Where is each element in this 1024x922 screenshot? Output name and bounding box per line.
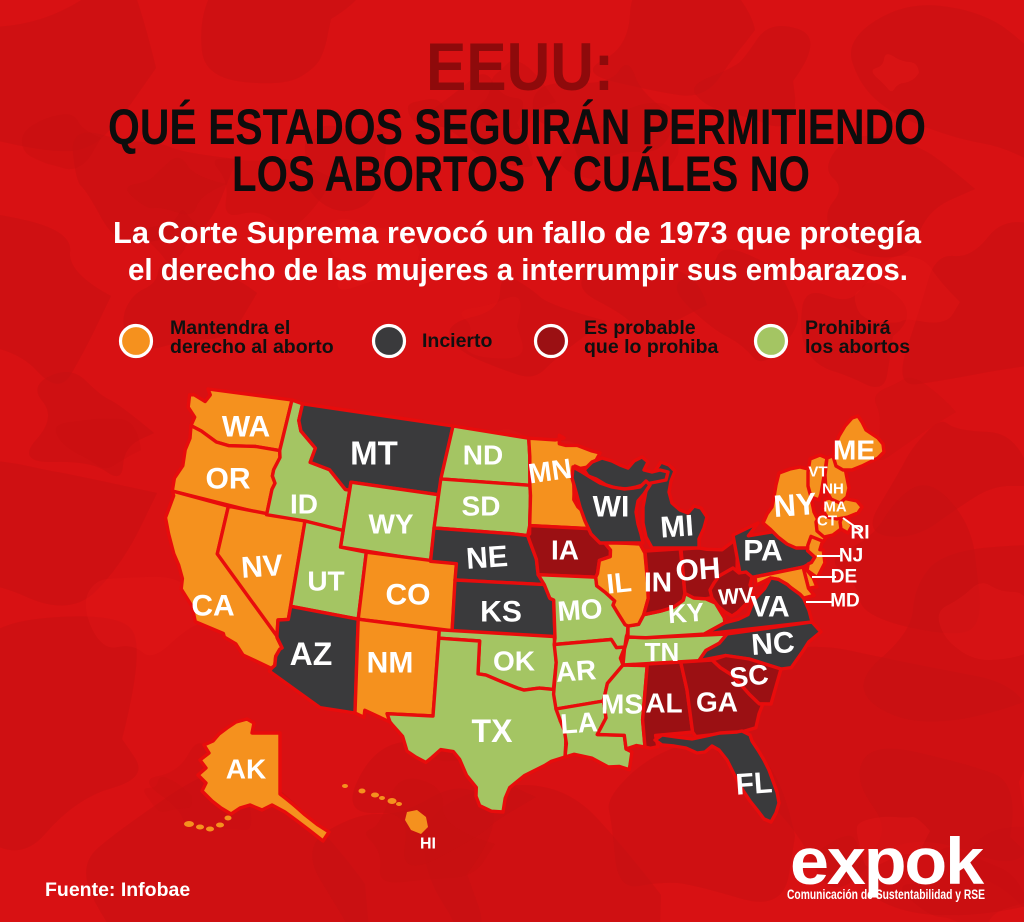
svg-text:WA: WA bbox=[222, 411, 270, 444]
svg-text:MD: MD bbox=[830, 591, 860, 612]
svg-text:derecho al aborto: derecho al aborto bbox=[170, 336, 334, 358]
svg-text:el derecho de las mujeres a in: el derecho de las mujeres a interrumpir … bbox=[128, 252, 908, 287]
svg-text:CT: CT bbox=[817, 513, 837, 530]
svg-text:NM: NM bbox=[367, 647, 414, 680]
svg-text:La Corte Suprema revocó un fal: La Corte Suprema revocó un fallo de 1973… bbox=[113, 215, 922, 250]
svg-text:QUÉ ESTADOS SEGUIRÁN PERMITIEN: QUÉ ESTADOS SEGUIRÁN PERMITIENDO bbox=[108, 99, 926, 155]
svg-text:MN: MN bbox=[526, 453, 573, 490]
svg-text:Incierto: Incierto bbox=[422, 330, 493, 352]
svg-text:AR: AR bbox=[555, 654, 598, 688]
svg-text:ID: ID bbox=[290, 489, 318, 520]
svg-text:AZ: AZ bbox=[290, 636, 333, 672]
svg-text:ME: ME bbox=[833, 435, 875, 466]
svg-text:MS: MS bbox=[601, 689, 643, 720]
svg-text:LOS ABORTOS Y CUÁLES NO: LOS ABORTOS Y CUÁLES NO bbox=[232, 146, 810, 202]
svg-text:OR: OR bbox=[206, 463, 251, 496]
svg-text:expok: expok bbox=[790, 824, 984, 898]
svg-text:OH: OH bbox=[674, 552, 721, 588]
svg-text:KS: KS bbox=[480, 596, 522, 629]
svg-text:NE: NE bbox=[465, 540, 509, 576]
svg-text:NC: NC bbox=[750, 626, 796, 662]
svg-text:CA: CA bbox=[191, 590, 234, 623]
svg-text:Prohibirá: Prohibirá bbox=[805, 317, 891, 339]
svg-text:WY: WY bbox=[368, 509, 413, 540]
svg-text:NY: NY bbox=[772, 486, 818, 524]
svg-text:AL: AL bbox=[645, 688, 682, 719]
svg-text:IL: IL bbox=[605, 566, 633, 599]
svg-text:RI: RI bbox=[851, 523, 870, 544]
svg-text:FL: FL bbox=[735, 766, 774, 801]
svg-text:AK: AK bbox=[226, 754, 266, 785]
svg-text:que lo prohiba: que lo prohiba bbox=[584, 336, 718, 358]
svg-text:Mantendra el: Mantendra el bbox=[170, 317, 290, 339]
svg-text:CO: CO bbox=[386, 579, 431, 612]
svg-text:PA: PA bbox=[743, 535, 782, 568]
svg-text:DE: DE bbox=[831, 567, 857, 588]
svg-text:EEUU:: EEUU: bbox=[426, 29, 614, 105]
svg-text:MA: MA bbox=[823, 499, 846, 516]
svg-text:NV: NV bbox=[240, 549, 284, 585]
svg-text:Fuente: Infobae: Fuente: Infobae bbox=[45, 879, 190, 901]
svg-text:WI: WI bbox=[593, 491, 630, 524]
svg-text:VA: VA bbox=[750, 591, 789, 624]
svg-text:Es probable: Es probable bbox=[584, 317, 696, 339]
svg-text:KY: KY bbox=[667, 597, 705, 629]
svg-text:HI: HI bbox=[420, 836, 436, 853]
svg-text:NJ: NJ bbox=[839, 546, 863, 567]
svg-text:OK: OK bbox=[493, 646, 535, 677]
svg-text:UT: UT bbox=[307, 566, 344, 597]
svg-text:IA: IA bbox=[551, 535, 579, 566]
svg-text:IN: IN bbox=[644, 567, 672, 598]
svg-text:MI: MI bbox=[659, 509, 695, 544]
svg-text:GA: GA bbox=[696, 687, 738, 718]
svg-text:ND: ND bbox=[463, 440, 503, 471]
svg-text:WV: WV bbox=[717, 582, 754, 609]
svg-text:TN: TN bbox=[645, 637, 680, 667]
svg-text:LA: LA bbox=[559, 706, 598, 740]
svg-text:NH: NH bbox=[822, 481, 844, 498]
svg-text:Comunicación de Sustentabilida: Comunicación de Sustentabilidad y RSE bbox=[787, 887, 985, 902]
svg-text:VT: VT bbox=[808, 464, 827, 481]
svg-text:MO: MO bbox=[556, 593, 603, 627]
svg-text:SC: SC bbox=[728, 659, 770, 694]
svg-text:SD: SD bbox=[462, 491, 501, 522]
svg-text:TX: TX bbox=[472, 713, 514, 749]
svg-text:los abortos: los abortos bbox=[805, 336, 910, 358]
svg-text:MT: MT bbox=[350, 435, 398, 472]
